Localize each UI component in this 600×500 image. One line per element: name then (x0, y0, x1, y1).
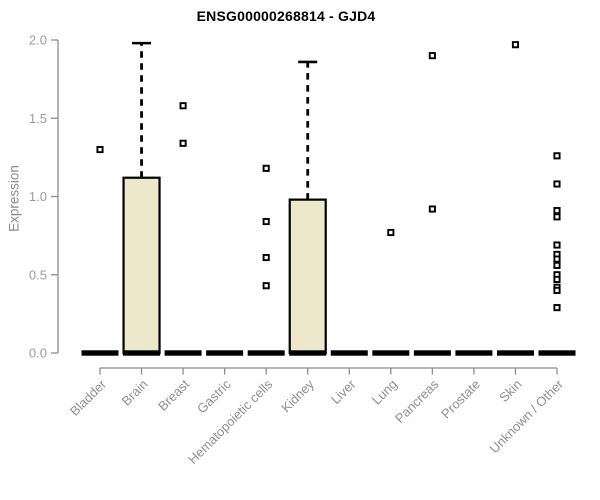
median-bar-pancreas (413, 350, 451, 356)
x-tick-label-skin: Skin (496, 377, 524, 405)
median-bar-prostate (455, 350, 493, 356)
outlier-point-unknown-other (553, 207, 561, 215)
median-bar-breast (164, 350, 202, 356)
x-tick-label-pancreas: Pancreas (392, 376, 442, 426)
x-tick-label-kidney: Kidney (278, 376, 317, 415)
outlier-point-unknown-other (553, 180, 561, 188)
median-bar-bladder (81, 350, 119, 356)
x-tick-label-prostate: Prostate (438, 377, 483, 422)
median-bar-brain (123, 350, 161, 356)
outlier-point-pancreas (428, 205, 436, 213)
x-tick-label-gastric: Gastric (194, 376, 234, 416)
outlier-point-unknown-other (553, 261, 561, 269)
y-tick-label: 0.5 (29, 267, 47, 282)
x-tick-label-lung: Lung (369, 377, 400, 408)
outlier-point-hematopoietic-cells (262, 253, 270, 262)
box-kidney (288, 198, 327, 355)
outlier-point-bladder (96, 145, 104, 154)
outlier-point-unknown-other (553, 286, 561, 294)
median-bar-skin (496, 350, 534, 356)
median-bar-gastric (206, 350, 244, 356)
median-bar-lung (372, 350, 410, 356)
x-tick-label-brain: Brain (119, 377, 151, 409)
outlier-point-lung (387, 228, 395, 237)
y-tick-label: 0.0 (29, 346, 47, 361)
outlier-point-unknown-other (553, 213, 561, 221)
chart-title: ENSG00000268814 - GJD4 (196, 8, 376, 24)
outlier-point-unknown-other (553, 275, 561, 283)
x-tick-label-unknown-other: Unknown / Other (487, 376, 567, 456)
outlier-point-hematopoietic-cells (262, 217, 270, 226)
median-bar-unknown-other (538, 350, 576, 356)
median-bar-liver (330, 350, 368, 356)
x-tick-label-liver: Liver (328, 376, 359, 407)
outlier-point-unknown-other (553, 241, 561, 249)
x-tick-label-breast: Breast (155, 376, 192, 413)
outlier-point-skin (511, 41, 520, 49)
outlier-point-unknown-other (553, 152, 561, 160)
x-tick-label-bladder: Bladder (67, 376, 110, 419)
outlier-point-unknown-other (553, 255, 561, 263)
y-tick-label: 1.0 (29, 189, 47, 204)
outlier-point-hematopoietic-cells (262, 164, 270, 172)
y-tick-label: 2.0 (29, 33, 47, 48)
outlier-point-pancreas (428, 52, 436, 60)
median-bar-kidney (289, 350, 327, 356)
outlier-point-breast (179, 102, 187, 110)
box-brain (122, 176, 161, 355)
y-tick-label: 1.5 (29, 111, 47, 126)
outlier-point-breast (179, 139, 187, 147)
median-bar-hematopoietic-cells (247, 350, 285, 356)
outlier-point-unknown-other (553, 304, 561, 312)
outlier-point-hematopoietic-cells (262, 282, 270, 290)
